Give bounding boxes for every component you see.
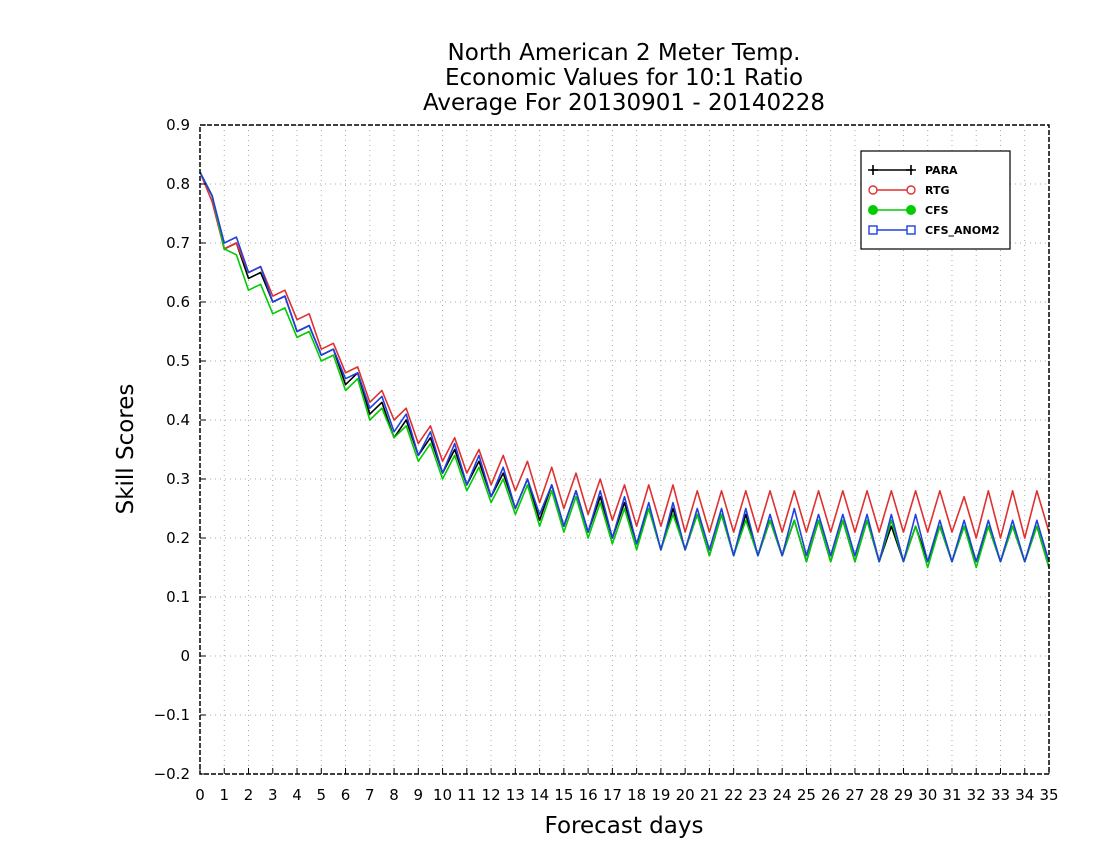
x-tick-label: 28 — [870, 786, 889, 804]
legend: PARA RTG CFS CFS_ANOM2 — [860, 150, 1011, 250]
y-tick-label: 0.1 — [166, 588, 190, 606]
y-tick-label: −0.2 — [154, 765, 190, 783]
y-tick-label: 0.9 — [166, 116, 190, 134]
x-tick-label: 4 — [292, 786, 302, 804]
x-tick-label: 23 — [748, 786, 767, 804]
x-tick-label: 6 — [341, 786, 351, 804]
x-tick-label: 0 — [195, 786, 205, 804]
chart-title: North American 2 Meter Temp. Economic Va… — [423, 40, 825, 116]
x-tick-label: 15 — [554, 786, 573, 804]
title-line-2: Economic Values for 10:1 Ratio — [445, 65, 803, 91]
legend-marker-filled-circle — [868, 205, 878, 215]
x-tick-label: 21 — [700, 786, 719, 804]
y-tick-label: 0.2 — [166, 529, 190, 547]
series-line-cfs-anom2 — [199, 171, 1050, 563]
legend-marker-square — [906, 225, 916, 235]
x-tick-label: 10 — [433, 786, 452, 804]
y-tick-label: 0.3 — [166, 470, 190, 488]
y-tick-label: 0.8 — [166, 175, 190, 193]
series-lines — [199, 171, 1050, 569]
x-tick-label: 9 — [414, 786, 424, 804]
x-tick-label: 27 — [845, 786, 864, 804]
y-tick-label: 0.5 — [166, 352, 190, 370]
y-tick-label: 0 — [180, 647, 190, 665]
legend-label-rtg: RTG — [925, 184, 950, 197]
x-tick-label: 34 — [1015, 786, 1034, 804]
series-line-rtg — [199, 171, 1050, 539]
legend-label-cfs: CFS — [925, 204, 949, 217]
x-axis-label: Forecast days — [545, 813, 704, 839]
series-line-cfs — [199, 171, 1050, 569]
x-tick-label: 33 — [991, 786, 1010, 804]
legend-label-para: PARA — [925, 164, 958, 177]
x-tick-label: 11 — [457, 786, 476, 804]
legend-box — [860, 150, 1011, 250]
x-tick-label: 3 — [268, 786, 278, 804]
x-tick-label: 30 — [918, 786, 937, 804]
x-tick-label: 13 — [506, 786, 525, 804]
x-tick-label: 2 — [244, 786, 254, 804]
legend-marker-square — [868, 225, 878, 235]
x-tick-label: 22 — [724, 786, 743, 804]
legend-marker-circle — [906, 185, 916, 195]
y-tick-label: 0.4 — [166, 411, 190, 429]
x-tick-label: 17 — [603, 786, 622, 804]
legend-marker-plus — [868, 165, 878, 175]
legend-marker-circle — [868, 185, 878, 195]
x-tick-label: 32 — [967, 786, 986, 804]
legend-label-cfs-anom2: CFS_ANOM2 — [925, 224, 1000, 237]
y-tick-label: −0.1 — [154, 706, 190, 724]
x-tick-label: 8 — [389, 786, 399, 804]
y-axis-ticks: 0.9 0.8 0.7 0.6 0.5 0.4 0.3 0.2 0.1 0 −0.1 −0.2 — [154, 116, 206, 783]
x-tick-label: 19 — [651, 786, 670, 804]
x-tick-label: 26 — [821, 786, 840, 804]
x-tick-label: 14 — [530, 786, 549, 804]
y-tick-label: 0.7 — [166, 234, 190, 252]
x-tick-label: 12 — [482, 786, 501, 804]
x-tick-label: 5 — [317, 786, 327, 804]
x-tick-label: 31 — [942, 786, 961, 804]
y-axis-label: Skill Scores — [113, 384, 139, 515]
x-tick-label: 35 — [1039, 786, 1058, 804]
title-line-1: North American 2 Meter Temp. — [448, 40, 801, 66]
x-tick-label: 16 — [579, 786, 598, 804]
legend-marker-filled-circle — [906, 205, 916, 215]
x-tick-label: 20 — [676, 786, 695, 804]
y-tick-label: 0.6 — [166, 293, 190, 311]
x-tick-label: 18 — [627, 786, 646, 804]
x-tick-label: 7 — [365, 786, 375, 804]
legend-marker-plus — [906, 165, 916, 175]
title-line-3: Average For 20130901 - 20140228 — [423, 90, 825, 116]
plot-frame — [199, 124, 1050, 775]
x-tick-label: 29 — [894, 786, 913, 804]
x-tick-label: 25 — [797, 786, 816, 804]
x-tick-label: 24 — [773, 786, 792, 804]
grid — [200, 125, 1049, 774]
x-tick-label: 1 — [219, 786, 229, 804]
x-axis-ticks: 0 1 2 3 4 5 6 7 8 9 10 11 12 13 14 15 16 17 18 19 20 21 22 23 24… — [195, 768, 1059, 804]
